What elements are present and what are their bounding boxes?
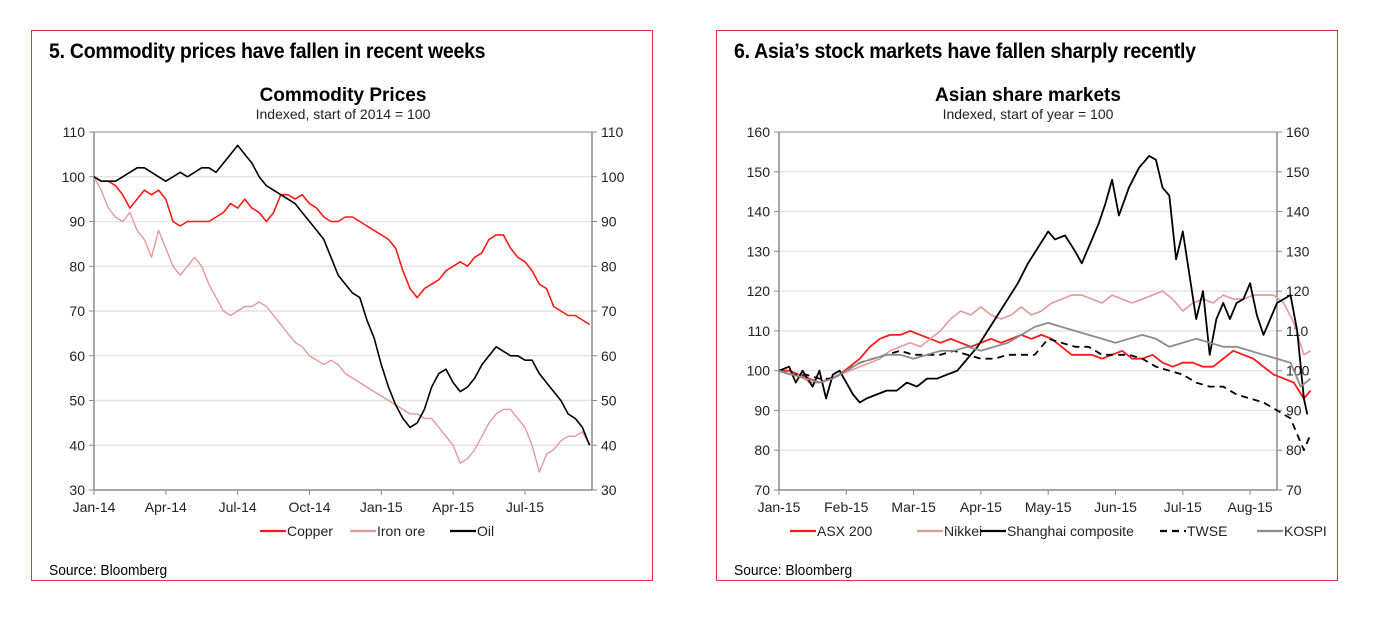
y-tick-label-right: 70 [1286, 482, 1302, 498]
x-tick-label: Jun-15 [1094, 499, 1137, 515]
legend-label: Shanghai composite [1007, 523, 1134, 539]
x-tick-label: Aug-15 [1228, 499, 1273, 515]
panel-heading: 6. Asia’s stock markets have fallen shar… [734, 40, 1196, 63]
y-tick-label-right: 160 [1286, 124, 1310, 140]
y-tick-label-left: 110 [748, 323, 771, 339]
commodity-prices-panel: 5. Commodity prices have fallen in recen… [31, 30, 653, 581]
legend-label: KOSPI [1284, 523, 1327, 539]
y-tick-label-left: 100 [747, 363, 771, 379]
x-tick-label: Apr-14 [145, 499, 187, 515]
y-tick-label-left: 160 [747, 124, 771, 140]
y-tick-label-right: 50 [601, 393, 617, 409]
x-tick-label: Apr-15 [960, 499, 1002, 515]
chart-title: Commodity Prices [260, 85, 427, 106]
x-tick-label: Apr-15 [432, 499, 474, 515]
x-tick-label: Jan-15 [360, 499, 403, 515]
y-tick-label-left: 110 [63, 124, 86, 140]
legend-label: Oil [477, 523, 494, 539]
y-tick-label-left: 80 [754, 442, 770, 458]
series-line-nikkei [778, 290, 1312, 384]
panel-heading: 5. Commodity prices have fallen in recen… [49, 40, 486, 63]
y-tick-label-right: 120 [1286, 283, 1310, 299]
y-tick-label-left: 90 [69, 214, 85, 230]
legend-label: ASX 200 [817, 523, 872, 539]
x-tick-label: May-15 [1025, 499, 1072, 515]
x-tick-label: Oct-14 [288, 499, 330, 515]
y-tick-label-right: 150 [1286, 164, 1310, 180]
x-tick-label: Jan-15 [758, 499, 801, 515]
y-tick-label-left: 140 [747, 204, 771, 220]
y-tick-label-left: 60 [69, 348, 85, 364]
legend-label: Nikkei [944, 523, 982, 539]
y-tick-label-left: 90 [754, 402, 770, 418]
y-tick-label-right: 70 [601, 303, 617, 319]
chart-subtitle: Indexed, start of year = 100 [943, 106, 1114, 122]
source-note: Source: Bloomberg [734, 562, 853, 579]
series-line-twse [778, 337, 1312, 452]
y-tick-label-right: 90 [601, 214, 617, 230]
series-line-iron-ore [93, 176, 588, 473]
y-tick-label-right: 60 [601, 348, 617, 364]
y-tick-label-right: 100 [601, 169, 625, 185]
y-tick-label-right: 90 [1286, 402, 1302, 418]
chart-subtitle: Indexed, start of 2014 = 100 [256, 106, 431, 122]
y-tick-label-right: 140 [1286, 204, 1310, 220]
series-line-oil [93, 144, 591, 446]
y-tick-label-right: 40 [601, 437, 617, 453]
y-tick-label-right: 110 [601, 124, 624, 140]
y-tick-label-left: 150 [747, 164, 771, 180]
y-tick-label-left: 100 [62, 169, 86, 185]
x-tick-label: Jul-15 [1164, 499, 1202, 515]
y-tick-label-right: 30 [601, 482, 617, 498]
asian-share-markets-panel: 6. Asia’s stock markets have fallen shar… [716, 30, 1338, 581]
y-tick-label-right: 80 [601, 258, 617, 274]
y-tick-label-left: 50 [69, 393, 85, 409]
series-line-copper [93, 176, 591, 326]
legend-label: TWSE [1187, 523, 1227, 539]
y-tick-label-left: 70 [69, 303, 85, 319]
x-tick-label: Mar-15 [891, 499, 936, 515]
y-tick-label-right: 100 [1286, 363, 1310, 379]
y-tick-label-right: 130 [1286, 243, 1310, 259]
y-tick-label-left: 70 [754, 482, 770, 498]
series-line-kospi [778, 322, 1312, 388]
x-tick-label: Jul-14 [219, 499, 257, 515]
legend-label: Copper [287, 523, 333, 539]
y-tick-label-left: 120 [747, 283, 771, 299]
y-tick-label-left: 40 [69, 437, 85, 453]
y-tick-label-left: 80 [69, 258, 85, 274]
series-line-shanghai-composite [778, 155, 1309, 415]
y-tick-label-left: 130 [747, 243, 771, 259]
y-tick-label-right: 80 [1286, 442, 1302, 458]
x-tick-label: Feb-15 [824, 499, 869, 515]
source-note: Source: Bloomberg [49, 562, 168, 579]
x-tick-label: Jan-14 [73, 499, 116, 515]
legend-label: Iron ore [377, 523, 425, 539]
chart-title: Asian share markets [935, 85, 1121, 106]
x-tick-label: Jul-15 [506, 499, 544, 515]
series-line-asx-200 [779, 330, 1312, 400]
y-tick-label-left: 30 [69, 482, 85, 498]
